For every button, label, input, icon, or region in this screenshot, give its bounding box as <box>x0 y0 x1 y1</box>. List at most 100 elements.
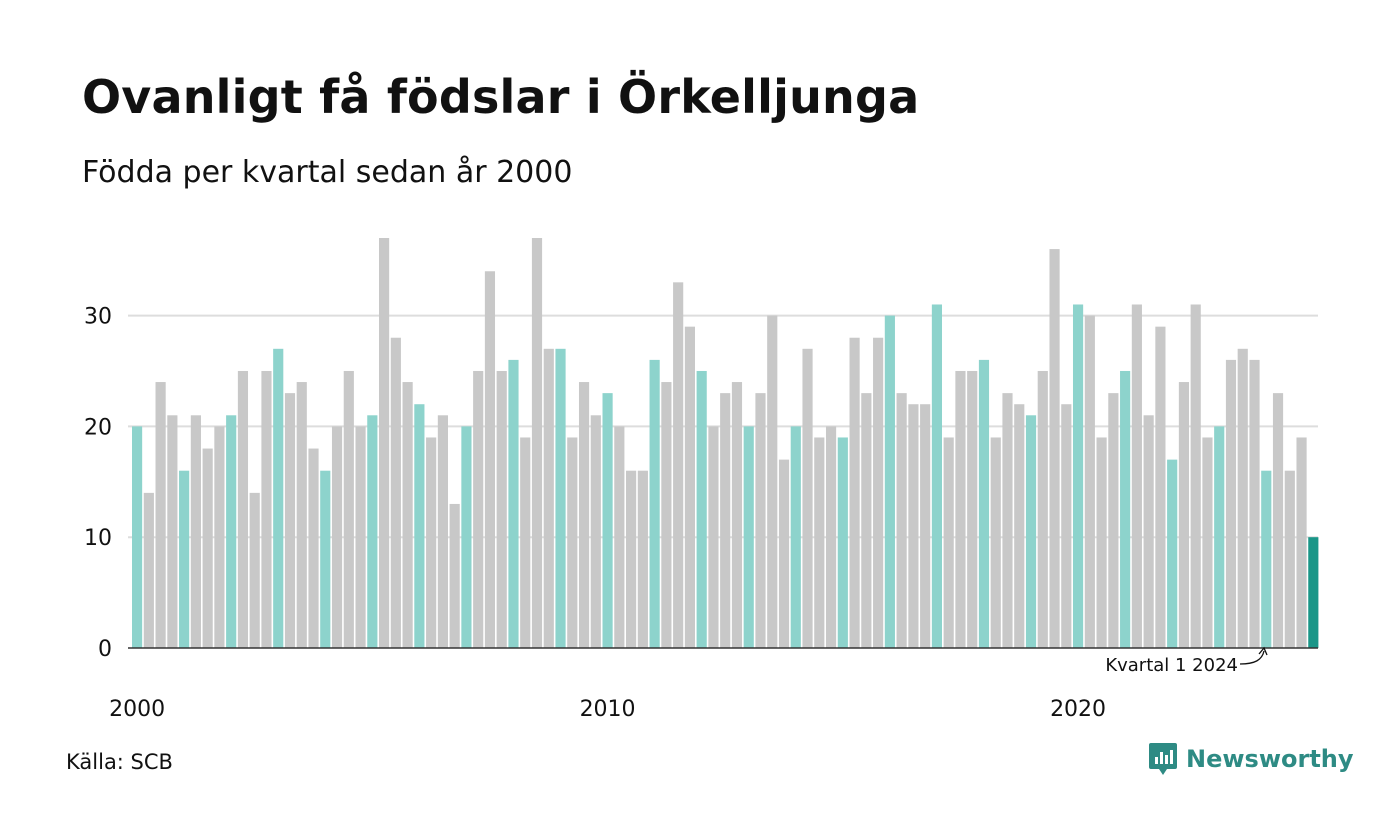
bar <box>1202 437 1213 648</box>
bar <box>873 337 884 648</box>
bar <box>179 470 190 648</box>
bar <box>531 238 543 648</box>
bar <box>249 492 260 648</box>
annotation-arrow <box>1239 650 1265 665</box>
newsworthy-logo-icon <box>1149 743 1177 775</box>
bar <box>767 315 778 648</box>
bar <box>390 337 401 648</box>
source-note: Källa: SCB <box>66 750 173 774</box>
bar <box>508 359 519 648</box>
bar <box>896 393 907 648</box>
bar <box>955 370 966 648</box>
bar <box>626 470 637 648</box>
bar <box>1131 304 1142 648</box>
bar <box>308 448 319 648</box>
bar <box>637 470 648 648</box>
bar <box>1037 370 1048 648</box>
bar <box>567 437 578 648</box>
x-tick-label: 2020 <box>1050 697 1106 722</box>
bar <box>214 426 225 648</box>
bar <box>802 348 813 648</box>
bar <box>720 393 731 648</box>
bar <box>684 326 695 648</box>
bar <box>814 437 825 648</box>
bar <box>778 459 790 648</box>
bar <box>1190 304 1201 648</box>
bar <box>437 415 448 648</box>
bar <box>1284 470 1295 648</box>
x-tick-label: 2000 <box>109 697 165 722</box>
bar <box>849 337 860 648</box>
bar <box>1178 382 1190 648</box>
bar <box>1237 348 1248 648</box>
bar <box>520 437 531 648</box>
bar <box>590 415 601 648</box>
bar <box>790 426 801 648</box>
bar <box>1072 304 1084 648</box>
bar <box>320 470 331 648</box>
bar <box>708 426 719 648</box>
bar <box>379 238 390 648</box>
bar <box>1225 359 1237 648</box>
bar <box>1120 370 1131 648</box>
bar <box>1261 470 1272 648</box>
bar <box>449 503 460 648</box>
bar <box>931 304 943 648</box>
bar <box>202 448 213 648</box>
bar <box>226 415 237 648</box>
bar <box>190 415 201 648</box>
bar <box>237 370 249 648</box>
bar <box>1155 326 1166 648</box>
bar <box>167 415 178 648</box>
y-tick-label: 10 <box>84 526 112 551</box>
bar <box>1002 393 1013 648</box>
bar <box>555 348 566 648</box>
bar <box>331 426 343 648</box>
bar <box>1108 393 1119 648</box>
bar <box>155 382 166 648</box>
bar <box>284 393 296 648</box>
x-tick-label: 2010 <box>580 697 636 722</box>
y-tick-label: 0 <box>98 637 112 662</box>
bar <box>837 437 848 648</box>
bar <box>755 393 766 648</box>
brand-name: Newsworthy <box>1186 745 1354 773</box>
bar <box>673 282 684 648</box>
bar <box>614 426 625 648</box>
annotation-label: Kvartal 1 2024 <box>1105 655 1238 676</box>
bar <box>355 426 366 648</box>
chart-title: Ovanligt få födslar i Örkelljunga <box>82 70 920 124</box>
y-tick-label: 20 <box>84 415 112 440</box>
bar <box>967 370 978 648</box>
bar <box>1167 459 1178 648</box>
bar <box>1249 359 1260 648</box>
bar <box>1014 404 1025 648</box>
bar <box>426 437 437 648</box>
bar <box>1296 437 1307 648</box>
bar <box>1096 437 1107 648</box>
bar <box>978 359 990 648</box>
y-tick-label: 30 <box>84 305 112 330</box>
bar <box>743 426 754 648</box>
bar <box>367 415 378 648</box>
bar <box>261 370 272 648</box>
bar <box>496 370 507 648</box>
bar <box>143 492 154 648</box>
bar <box>402 382 413 648</box>
bar <box>1025 415 1037 648</box>
bar <box>296 382 307 648</box>
bar <box>1049 249 1060 648</box>
bar <box>1272 393 1284 648</box>
bar <box>273 348 284 648</box>
bar <box>1143 415 1154 648</box>
bar <box>861 393 872 648</box>
bar <box>825 426 837 648</box>
annotation-arrowhead <box>1258 646 1268 656</box>
bar <box>920 404 931 648</box>
bar <box>1084 315 1095 648</box>
bar <box>1308 537 1319 648</box>
brand-logo: Newsworthy <box>1148 742 1354 776</box>
chart-subtitle: Födda per kvartal sedan år 2000 <box>82 155 573 190</box>
bar <box>543 348 554 648</box>
